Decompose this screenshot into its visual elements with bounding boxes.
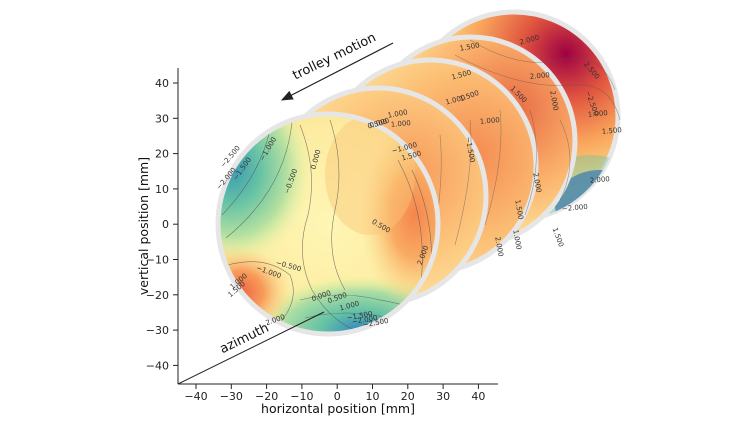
contour-label-back: 1.500 bbox=[513, 199, 524, 220]
x-axis-title: horizontal position [mm] bbox=[261, 401, 415, 416]
y-tick-label: 10 bbox=[155, 183, 169, 196]
contour-label-back: 1.000 bbox=[390, 119, 411, 129]
contour-label-back: 1.000 bbox=[587, 109, 608, 119]
y-tick-label: 30 bbox=[155, 112, 169, 125]
y-tick-label: −20 bbox=[146, 289, 169, 302]
contour-label-back: 2.000 bbox=[589, 175, 610, 185]
x-axis-ticks: −40 −30 −20 −10 0 10 20 30 40 bbox=[184, 384, 485, 403]
contour-label-back: 1.000 bbox=[511, 229, 522, 250]
y-tick-label: −40 bbox=[146, 359, 169, 372]
trolley-motion-arrow bbox=[280, 42, 394, 101]
x-tick-label: −40 bbox=[184, 390, 207, 403]
y-tick-label: 40 bbox=[155, 77, 169, 90]
contour-label-back: 2.000 bbox=[548, 90, 559, 111]
y-tick-label: 0 bbox=[162, 218, 169, 231]
x-tick-label: 20 bbox=[401, 390, 415, 403]
x-tick-label: 10 bbox=[366, 390, 380, 403]
depth-axis-line bbox=[177, 311, 325, 385]
contour-label-back: 2.000 bbox=[529, 71, 550, 81]
y-tick-label: 20 bbox=[155, 148, 169, 161]
contour-label-front: 1.000 bbox=[387, 108, 408, 119]
y-tick-label: −10 bbox=[146, 254, 169, 267]
contour-label-back: 1.500 bbox=[601, 126, 622, 136]
contour-label-back: −2.000 bbox=[562, 203, 589, 213]
x-tick-label: 40 bbox=[471, 390, 485, 403]
contour-label-back: 1.500 bbox=[551, 227, 565, 249]
contour-label-back: 1.500 bbox=[459, 41, 480, 52]
x-tick-label: 0 bbox=[334, 390, 341, 403]
contour-label-back: 1.000 bbox=[479, 116, 500, 126]
contour-label-back: 2.000 bbox=[531, 172, 542, 193]
y-axis-ticks: 40 30 20 10 0 −10 −20 −30 −40 bbox=[146, 77, 178, 372]
x-tick-label: −20 bbox=[255, 390, 278, 403]
y-tick-label: −30 bbox=[146, 324, 169, 337]
x-tick-label: −30 bbox=[220, 390, 243, 403]
x-tick-label: 30 bbox=[436, 390, 450, 403]
y-axis-title: vertical position [mm] bbox=[136, 157, 151, 295]
contour-label-back: 2.000 bbox=[493, 236, 504, 257]
x-tick-label: −10 bbox=[290, 390, 313, 403]
